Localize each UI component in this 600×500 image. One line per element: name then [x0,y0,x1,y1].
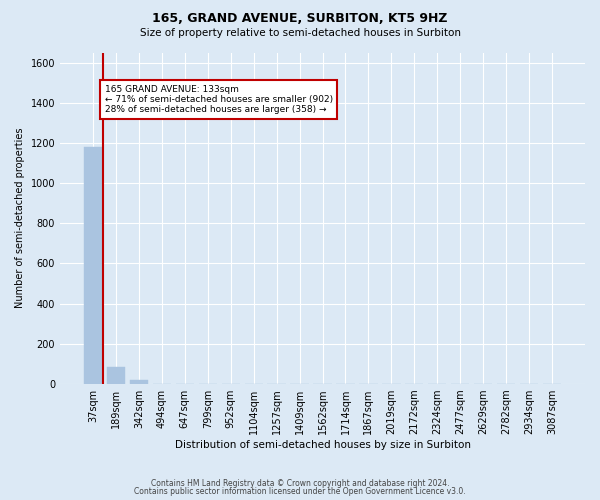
Text: 165 GRAND AVENUE: 133sqm
← 71% of semi-detached houses are smaller (902)
28% of : 165 GRAND AVENUE: 133sqm ← 71% of semi-d… [104,84,332,114]
Y-axis label: Number of semi-detached properties: Number of semi-detached properties [15,128,25,308]
Bar [107,367,125,384]
Text: Contains HM Land Registry data © Crown copyright and database right 2024.: Contains HM Land Registry data © Crown c… [151,478,449,488]
Bar [84,147,102,384]
X-axis label: Distribution of semi-detached houses by size in Surbiton: Distribution of semi-detached houses by … [175,440,470,450]
Bar [130,380,148,384]
Text: Size of property relative to semi-detached houses in Surbiton: Size of property relative to semi-detach… [139,28,461,38]
Text: Contains public sector information licensed under the Open Government Licence v3: Contains public sector information licen… [134,487,466,496]
Text: 165, GRAND AVENUE, SURBITON, KT5 9HZ: 165, GRAND AVENUE, SURBITON, KT5 9HZ [152,12,448,26]
